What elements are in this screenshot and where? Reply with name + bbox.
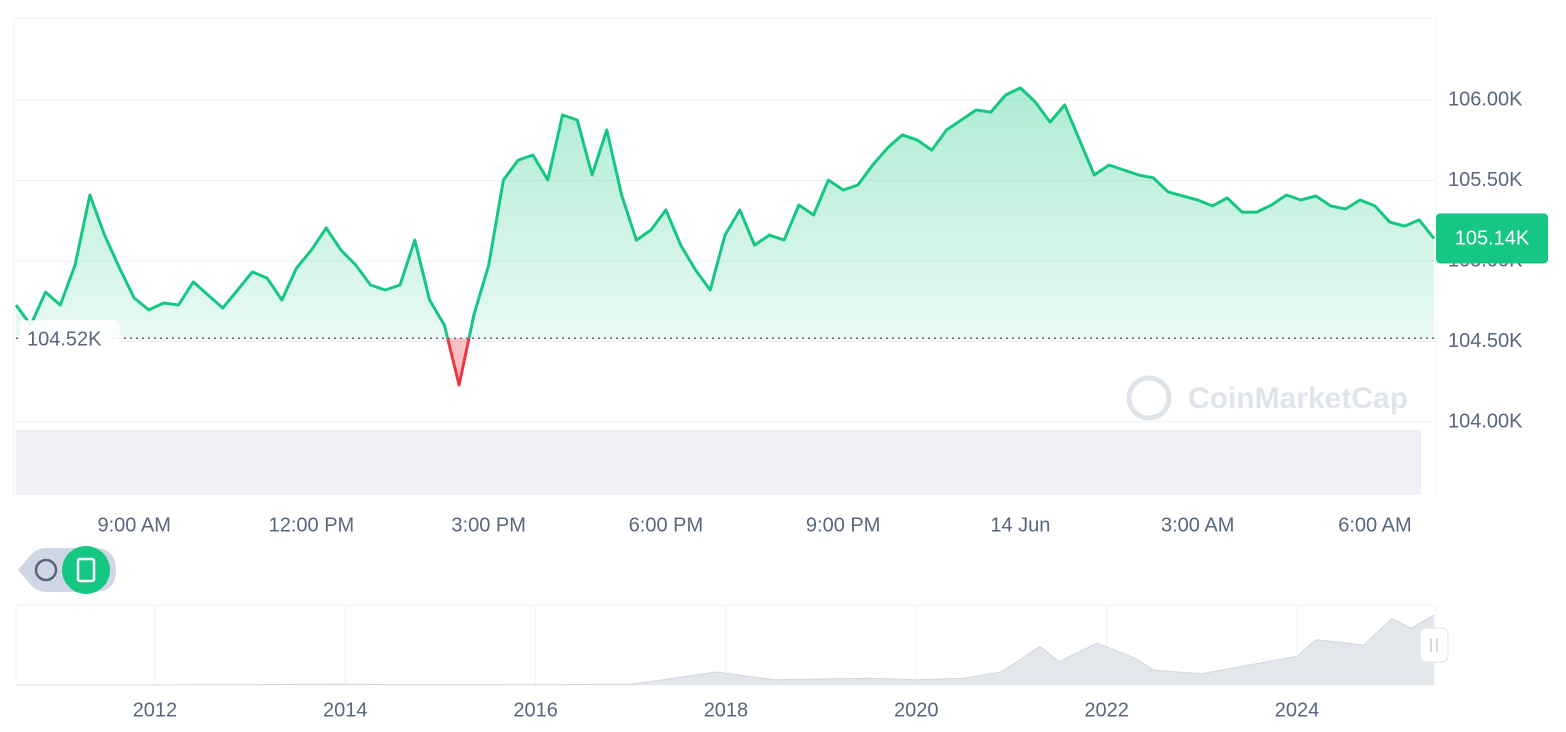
y-tick-label: 105.50K [1448, 169, 1523, 191]
baseline-label: 104.52K [27, 329, 102, 351]
navigator-handle[interactable] [1419, 627, 1449, 663]
x-tick-label: 12:00 PM [269, 514, 355, 536]
current-price-tag [1436, 213, 1548, 264]
x-tick-label: 2024 [1275, 699, 1320, 721]
navigator-line [15, 614, 1435, 686]
document-icon [76, 557, 96, 583]
x-tick-label: 9:00 AM [97, 514, 170, 536]
x-tick-label: 3:00 AM [1161, 514, 1234, 536]
x-tick-label: 6:00 PM [629, 514, 703, 536]
history-buttons[interactable] [18, 546, 116, 594]
history-icon [34, 558, 58, 582]
y-tick-label: 104.50K [1448, 330, 1523, 352]
x-tick-label: 2018 [704, 699, 749, 721]
x-tick-label: 2014 [323, 699, 368, 721]
x-tick-label: 2022 [1084, 699, 1129, 721]
baseline-label-bg [20, 320, 120, 355]
document-button[interactable] [62, 546, 110, 594]
area-fill [16, 87, 1434, 339]
x-tick-label: 2016 [513, 699, 558, 721]
x-tick-label: 2020 [894, 699, 939, 721]
x-tick-label: 3:00 PM [451, 514, 525, 536]
y-tick-label: 106.00K [1448, 88, 1523, 110]
handle[interactable] [1419, 627, 1449, 663]
x-tick-label: 2012 [133, 699, 178, 721]
x-tick-label: 6:00 AM [1338, 514, 1411, 536]
volume-area [16, 430, 1421, 495]
y-tick-label: 104.00K [1448, 410, 1523, 432]
current-price-label: 105.14K [1455, 228, 1530, 250]
price-line [14, 86, 1436, 339]
x-tick-label: 9:00 PM [806, 514, 880, 536]
navigator-area [16, 615, 1434, 685]
x-tick-label: 14 Jun [990, 514, 1050, 536]
watermark-text: CoinMarketCap [1188, 382, 1408, 415]
watermark: CoinMarketCap [1126, 375, 1408, 421]
